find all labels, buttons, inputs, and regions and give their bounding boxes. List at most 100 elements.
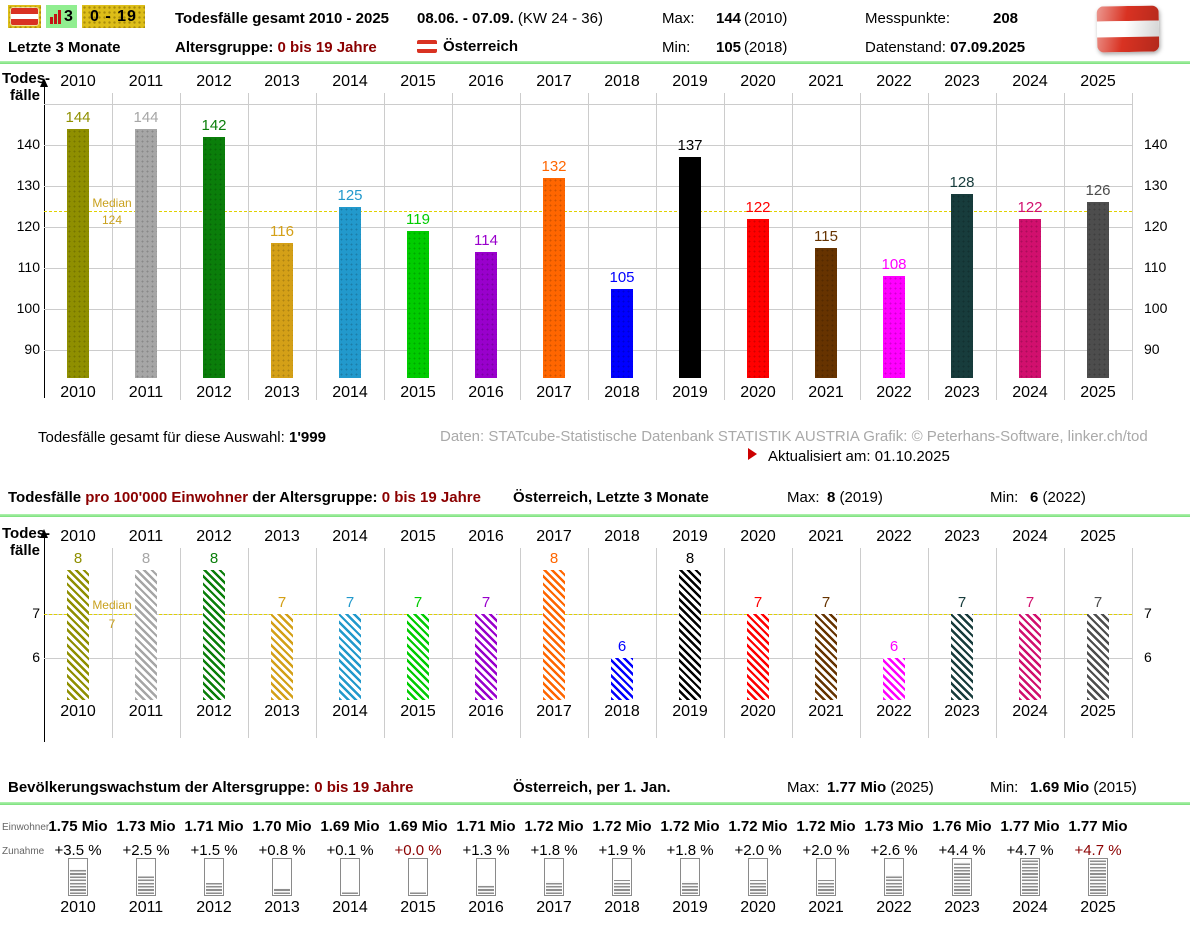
gauge-fill (682, 881, 698, 894)
bar (611, 288, 633, 378)
bar (883, 276, 905, 378)
bar-value-label: 144 (133, 108, 159, 126)
growth-value: +1.8 % (666, 842, 714, 859)
bar (203, 136, 225, 378)
s3-max-value: 1.77 Mio (827, 779, 887, 796)
bar (951, 194, 973, 378)
population-value: 1.76 Mio (932, 818, 992, 835)
section3-subtitle: Österreich, per 1. Jan. (513, 779, 671, 796)
y-tick-label-left: 130 (16, 177, 40, 193)
growth-gauge-icon (544, 858, 564, 896)
datenstand: Datenstand: 07.09.2025 (865, 39, 1025, 56)
gridline-v (520, 93, 521, 400)
x-year-label-bottom: 2016 (468, 899, 504, 916)
x-year-label-bottom: 2022 (876, 703, 912, 720)
gridline-h (44, 104, 1132, 105)
gridline-h (44, 268, 1132, 269)
population-value: 1.69 Mio (320, 818, 380, 835)
bar-value-label: 128 (949, 174, 975, 192)
growth-gauge-icon (408, 858, 428, 896)
x-year-label-top: 2016 (468, 528, 504, 545)
growth-gauge-icon (1088, 858, 1108, 896)
bar (339, 206, 361, 378)
section3-max: Max: 1.77 Mio (2025) (787, 779, 934, 796)
x-year-label-bottom: 2011 (128, 899, 164, 916)
gauge-fill (954, 862, 970, 894)
population-value: 1.73 Mio (864, 818, 924, 835)
bar-value-label: 116 (270, 223, 294, 241)
messpunkte-value: 208 (993, 10, 1019, 27)
age-group-tile[interactable]: 0 - 19 (82, 5, 145, 28)
chart-deaths-per-100k: Todes-fälle 7 7 6 6 Median 7 2010 8 2010 2011 8 2011… (0, 520, 1190, 775)
y-axis-title: Todes- (2, 525, 51, 542)
bar-hatched (815, 614, 837, 700)
y-tick-label-left: 90 (24, 341, 40, 357)
bar (815, 247, 837, 378)
x-year-label-bottom: 2021 (808, 703, 844, 720)
x-year-label-top: 2025 (1080, 73, 1116, 90)
growth-value: +4.7 % (1006, 842, 1054, 859)
bar-value-label: 7 (753, 594, 763, 611)
x-year-label-bottom: 2024 (1012, 703, 1048, 720)
x-year-label-bottom: 2017 (536, 384, 572, 401)
section3-min: Min: 1.69 Mio (2015) (990, 779, 1137, 796)
x-year-label-bottom: 2018 (604, 703, 640, 720)
gridline-v (1064, 93, 1065, 400)
x-year-label-bottom: 2017 (536, 899, 572, 916)
min-year: (2018) (744, 39, 788, 56)
bar-value-label: 8 (141, 550, 151, 567)
bar-value-label: 7 (481, 594, 491, 611)
growth-gauge-icon (272, 858, 292, 896)
bar-value-label: 8 (685, 550, 695, 567)
x-year-label-bottom: 2025 (1080, 899, 1116, 916)
bar-value-label: 115 (814, 227, 838, 245)
gridline-v (928, 93, 929, 400)
x-year-label-top: 2014 (332, 528, 368, 545)
x-year-label-top: 2016 (468, 73, 504, 90)
growth-gauge-icon (136, 858, 156, 896)
max-year: (2010) (744, 10, 788, 27)
separator-line (0, 802, 1190, 805)
gridline-v (248, 548, 249, 738)
x-year-label-bottom: 2011 (128, 703, 164, 720)
section3-title: Bevölkerungswachstum der Altersgruppe: 0… (8, 779, 413, 796)
x-year-label-top: 2013 (264, 73, 300, 90)
growth-gauge-icon (1020, 858, 1040, 896)
gauge-fill (206, 883, 222, 894)
gridline-v (112, 548, 113, 738)
bar (67, 128, 89, 378)
x-year-label-top: 2024 (1012, 528, 1048, 545)
x-year-label-bottom: 2015 (400, 384, 436, 401)
y-axis-title: Todes- (2, 70, 51, 87)
y-tick-label-left: 6 (32, 649, 40, 665)
s2-max-label: Max: (787, 489, 820, 506)
bar-hatched (1019, 614, 1041, 700)
max-stat: Max: 144 (2010) (662, 10, 787, 27)
population-value: 1.72 Mio (660, 818, 720, 835)
agegroup-label: Altersgruppe: (175, 39, 274, 56)
x-year-label-bottom: 2010 (60, 703, 96, 720)
bar-hatched (67, 570, 89, 700)
gauge-fill (274, 888, 290, 894)
x-year-label-bottom: 2014 (332, 703, 368, 720)
population-value: 1.71 Mio (456, 818, 516, 835)
growth-gauge-icon (952, 858, 972, 896)
growth-value: +0.8 % (258, 842, 306, 859)
s2-title-red-2: 0 bis 19 Jahre (381, 489, 481, 506)
gridline-h (44, 350, 1132, 351)
x-year-label-bottom: 2012 (196, 899, 232, 916)
max-label: Max: (662, 10, 695, 27)
chart-count-tile[interactable]: 3 (46, 5, 77, 28)
x-year-label-bottom: 2020 (740, 703, 776, 720)
growth-value: +0.1 % (326, 842, 374, 859)
gauge-fill (1022, 860, 1038, 894)
x-year-label-top: 2024 (1012, 73, 1048, 90)
gridline-v (452, 93, 453, 400)
x-year-label-bottom: 2023 (944, 703, 980, 720)
austria-flag-tile[interactable] (8, 5, 41, 28)
x-year-label-top: 2019 (672, 73, 708, 90)
x-year-label-bottom: 2025 (1080, 703, 1116, 720)
bar-value-label: 7 (345, 594, 355, 611)
gridline-v (316, 93, 317, 400)
growth-value: +2.0 % (802, 842, 850, 859)
